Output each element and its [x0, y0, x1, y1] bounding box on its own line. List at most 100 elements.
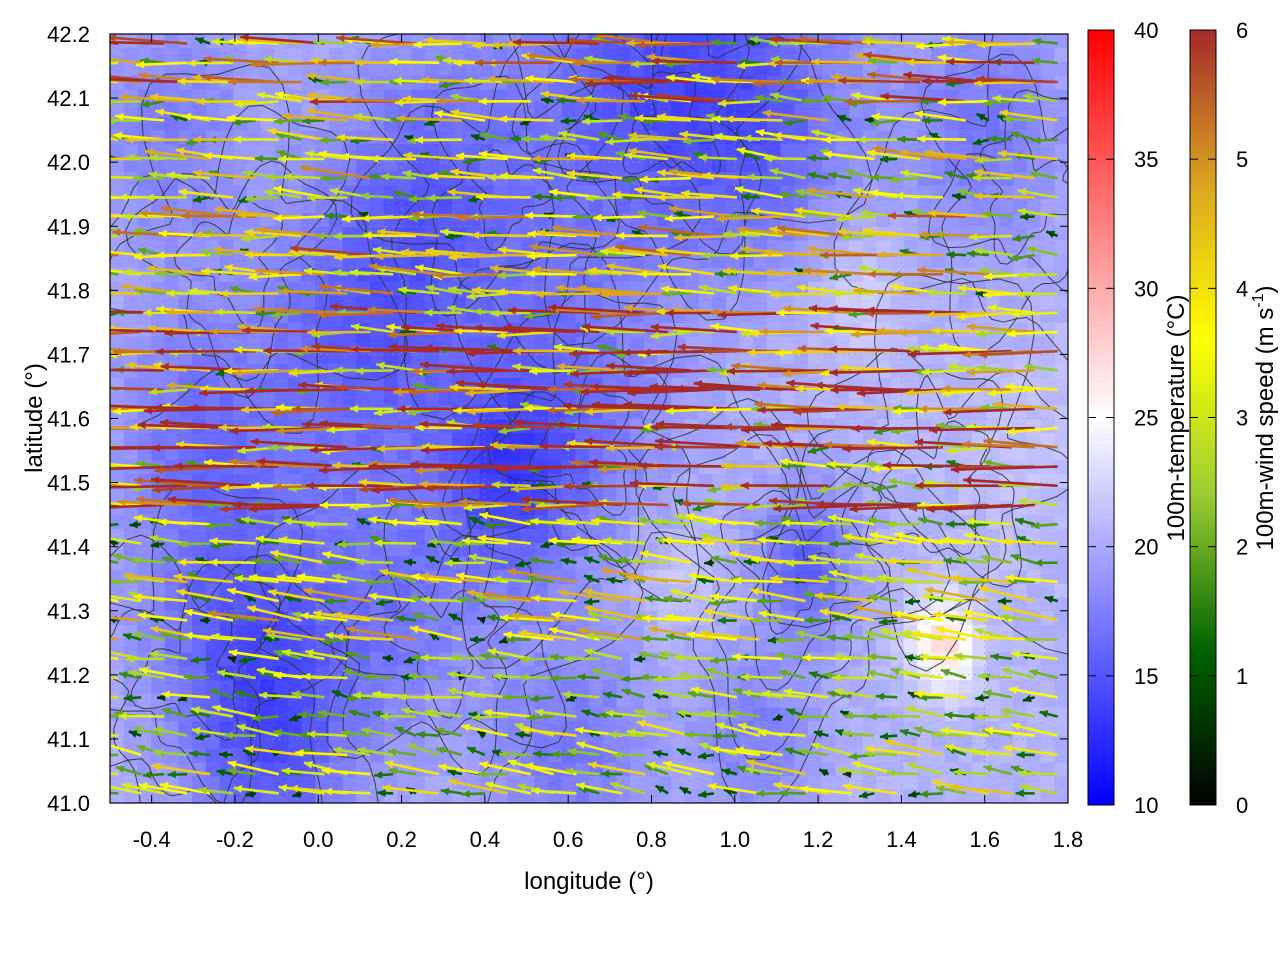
- temperature-cell: [753, 336, 767, 350]
- temperature-cell: [1054, 34, 1068, 48]
- temperature-cell: [1054, 226, 1068, 240]
- temperature-cell: [233, 295, 247, 309]
- temperature-cell: [1000, 34, 1014, 48]
- temperature-cell: [247, 625, 261, 639]
- temperature-cell: [644, 295, 658, 309]
- temperature-cell: [575, 213, 589, 227]
- temperature-cell: [945, 130, 959, 144]
- temperature-cell: [206, 295, 220, 309]
- temperature-cell: [370, 48, 384, 62]
- temperature-cell: [124, 103, 138, 117]
- temperature-cell: [151, 48, 165, 62]
- temperature-cell: [616, 48, 630, 62]
- temperature-cell: [548, 116, 562, 130]
- temperature-cell: [808, 638, 822, 652]
- temperature-cell: [110, 515, 124, 529]
- temperature-cell: [548, 405, 562, 419]
- temperature-cell: [507, 542, 521, 556]
- temperature-cell: [493, 295, 507, 309]
- temperature-cell: [740, 487, 754, 501]
- temperature-cell: [794, 144, 808, 158]
- temperature-cell: [1041, 199, 1055, 213]
- temperature-cell: [439, 583, 453, 597]
- temperature-cell: [425, 391, 439, 405]
- temperature-cell: [110, 391, 124, 405]
- temperature-cell: [685, 748, 699, 762]
- temperature-cell: [220, 336, 234, 350]
- temperature-cell: [685, 34, 699, 48]
- temperature-cell: [507, 226, 521, 240]
- temperature-cell: [425, 776, 439, 790]
- temperature-cell: [904, 130, 918, 144]
- temperature-cell: [767, 734, 781, 748]
- temperature-cell: [630, 48, 644, 62]
- temperature-cell: [644, 487, 658, 501]
- temperature-cell: [781, 391, 795, 405]
- temperature-cell: [575, 679, 589, 693]
- temperature-cell: [397, 199, 411, 213]
- temperature-cell: [1054, 501, 1068, 515]
- temperature-cell: [206, 103, 220, 117]
- temperature-cell: [630, 679, 644, 693]
- temperature-cell: [822, 116, 836, 130]
- temperature-cell: [972, 295, 986, 309]
- temperature-cell: [657, 501, 671, 515]
- temperature-cell: [466, 240, 480, 254]
- temperature-cell: [302, 295, 316, 309]
- temperature-cell: [178, 679, 192, 693]
- temperature-cell: [767, 391, 781, 405]
- wind-arrow-head: [101, 648, 110, 656]
- temperature-cell: [767, 116, 781, 130]
- temperature-cell: [726, 34, 740, 48]
- temperature-cell: [972, 391, 986, 405]
- temperature-cell: [370, 391, 384, 405]
- temperature-cell: [274, 789, 288, 803]
- temperature-cell: [931, 240, 945, 254]
- wind-arrow-head: [75, 767, 83, 775]
- temperature-cell: [124, 336, 138, 350]
- temperature-cell: [521, 432, 535, 446]
- temperature-cell: [740, 734, 754, 748]
- temperature-cell: [671, 679, 685, 693]
- temperature-cell: [343, 226, 357, 240]
- temperature-cell: [876, 776, 890, 790]
- temperature-cell: [439, 776, 453, 790]
- temperature-cell: [1027, 625, 1041, 639]
- temperature-cell: [753, 48, 767, 62]
- temperature-cell: [794, 721, 808, 735]
- temperature-cell: [124, 62, 138, 76]
- temperature-cell: [370, 638, 384, 652]
- temperature-cell: [699, 583, 713, 597]
- temperature-cell: [657, 336, 671, 350]
- temperature-cell: [439, 199, 453, 213]
- wind-arrow-head: [89, 575, 98, 583]
- temperature-cell: [206, 693, 220, 707]
- temperature-cell: [767, 199, 781, 213]
- temperature-cell: [220, 322, 234, 336]
- temperature-cell: [534, 419, 548, 433]
- temperature-cell: [630, 158, 644, 172]
- temperature-cell: [165, 391, 179, 405]
- temperature-cell: [794, 295, 808, 309]
- temperature-cell: [302, 542, 316, 556]
- temperature-cell: [274, 336, 288, 350]
- temperature-cell: [397, 364, 411, 378]
- temperature-cell: [712, 391, 726, 405]
- temperature-cell: [384, 103, 398, 117]
- temperature-cell: [1041, 103, 1055, 117]
- temperature-cell: [630, 336, 644, 350]
- temperature-cell: [384, 789, 398, 803]
- temperature-cell: [124, 295, 138, 309]
- temperature-cell: [671, 103, 685, 117]
- temperature-cell: [1041, 419, 1055, 433]
- temperature-cell: [329, 391, 343, 405]
- temperature-cell: [931, 748, 945, 762]
- temperature-cell: [794, 583, 808, 597]
- temperature-cell: [548, 34, 562, 48]
- temperature-cell: [356, 432, 370, 446]
- temperature-cell: [343, 391, 357, 405]
- temperature-cell: [945, 199, 959, 213]
- temperature-cell: [302, 638, 316, 652]
- temperature-cell: [1041, 679, 1055, 693]
